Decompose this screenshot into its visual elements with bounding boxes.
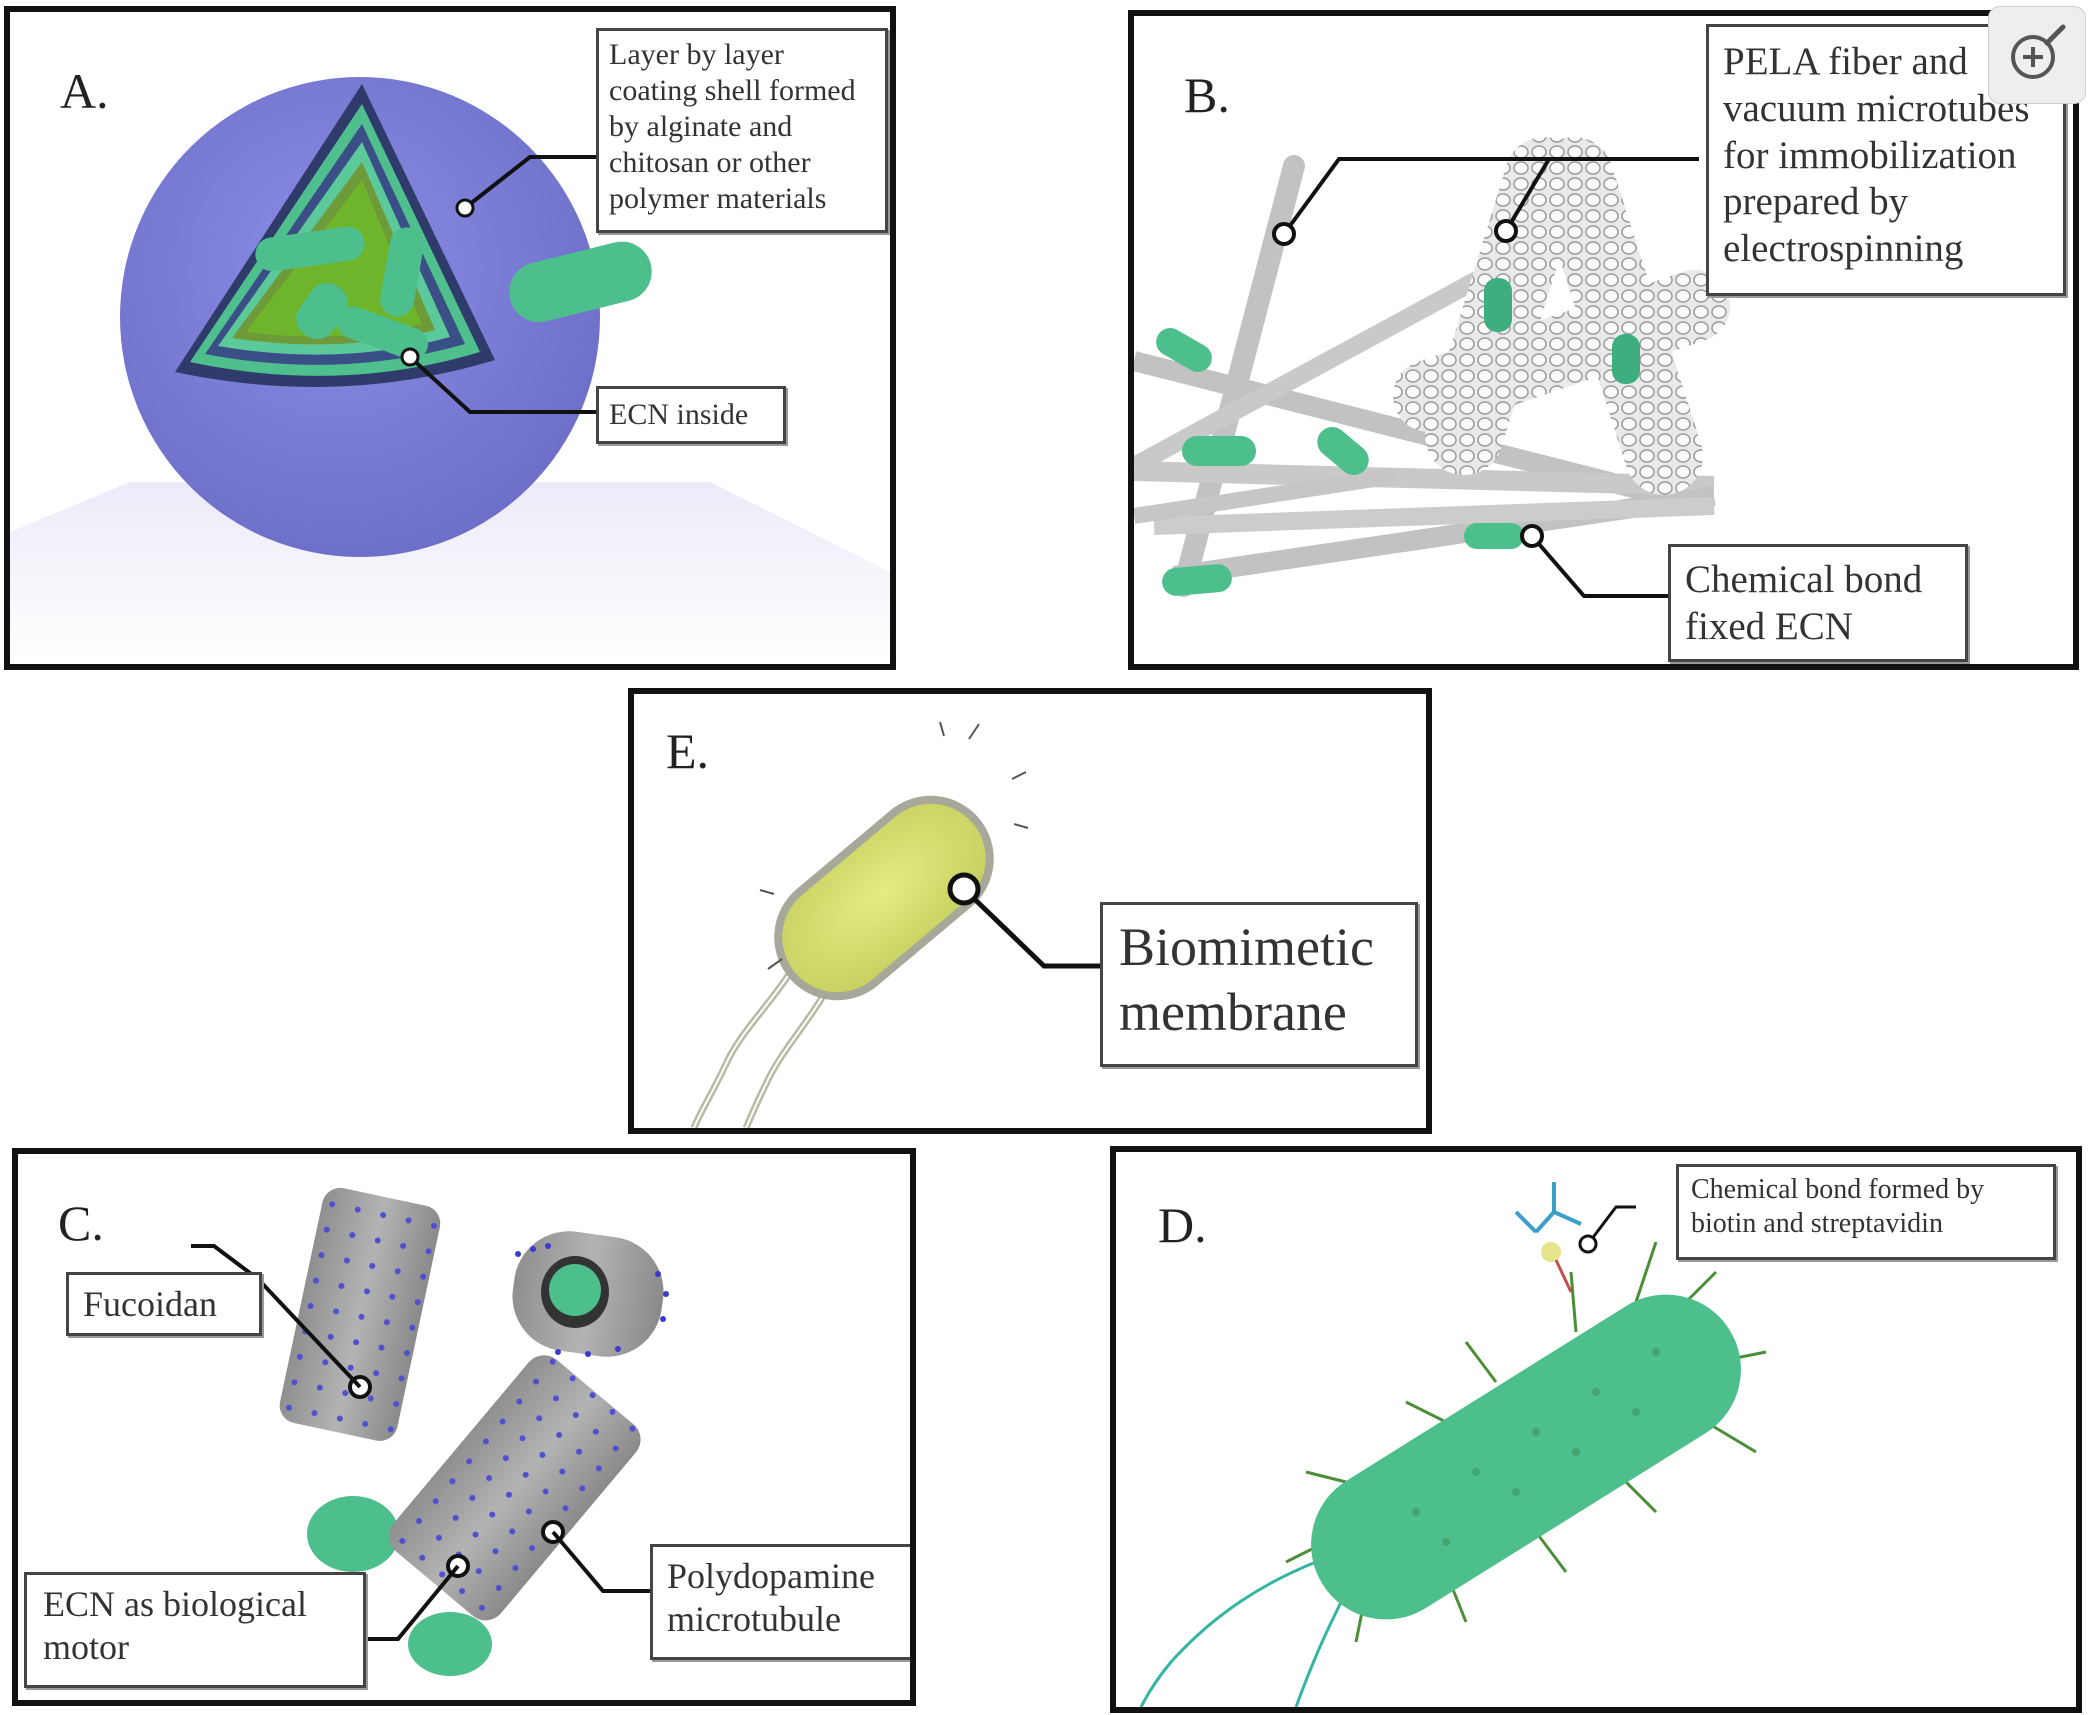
biotin-icon (1541, 1242, 1561, 1262)
bacterium-inside (380, 227, 424, 317)
bacterium (1317, 427, 1369, 475)
biotin-illustration (1139, 1182, 1767, 1707)
bacterium (1156, 328, 1212, 372)
panel-b: B. PELA fiber and vacuum microtubes for … (1128, 10, 2079, 670)
callout-biomimetic-membrane: Biomimetic membrane (1100, 902, 1418, 1067)
bacterium (1464, 523, 1524, 549)
panel-label: D. (1158, 1197, 1207, 1253)
microtube (1393, 270, 1730, 432)
bacterium-inside (336, 306, 429, 360)
panel-label: E. (666, 723, 710, 779)
biomimetic-cell (774, 795, 994, 1001)
callout-polydopamine: Polydopamine microtubule (650, 1544, 910, 1660)
bacterium-inside (296, 282, 348, 340)
streptavidin-icon (1514, 1182, 1582, 1234)
panel-label: C. (58, 1195, 104, 1251)
membrane-illustration (690, 721, 1102, 1128)
bacterium (1484, 278, 1512, 332)
panel-label: B. (1184, 67, 1230, 123)
ecn-motor (307, 1496, 399, 1572)
bacterium (1182, 436, 1256, 466)
panel-e: E. Biomimetic membrane (628, 688, 1432, 1134)
callout-biotin-streptavidin: Chemical bond formed by biotin and strep… (1676, 1164, 2056, 1260)
bacterium (1612, 334, 1640, 384)
zoom-in-icon (2011, 24, 2066, 79)
capsule-illustration (10, 77, 890, 664)
bacterium-inside (255, 226, 365, 272)
panel-label: A. (60, 63, 109, 119)
ecn-bacterium (1311, 1294, 1741, 1620)
ecn-motor (408, 1612, 492, 1676)
callout-fucoidan: Fucoidan (66, 1272, 262, 1336)
microtubule-illustration (191, 1187, 669, 1676)
panel-d: D. Chemical bond formed by biotin and st… (1110, 1146, 2082, 1713)
callout-ecn-inside: ECN inside (596, 386, 786, 444)
callout-chemical-bond: Chemical bond fixed ECN (1668, 544, 1968, 662)
panel-a: A. Layer by layer coating shell formed b… (4, 6, 896, 670)
fiber-illustration (1134, 137, 1730, 598)
panel-c: C. Fucoidan ECN as biological motor Poly… (12, 1148, 916, 1706)
callout-shell: Layer by layer coating shell formed by a… (596, 28, 888, 233)
bacterium-outside (509, 241, 652, 323)
bacterium (1162, 564, 1232, 596)
callout-ecn-motor: ECN as biological motor (24, 1572, 366, 1688)
zoom-button[interactable] (1988, 6, 2086, 104)
